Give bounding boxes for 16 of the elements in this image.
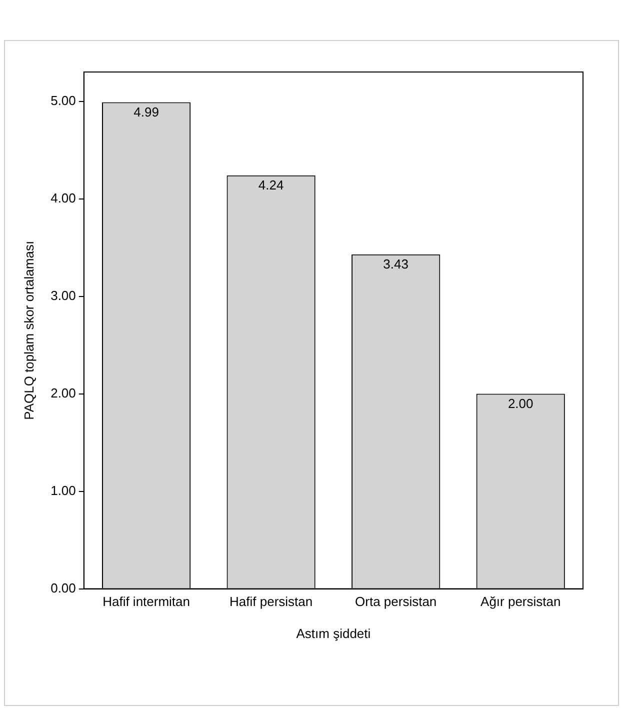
- y-tick-label: 1.00: [50, 482, 76, 498]
- x-tick-label: Ağır persistan: [480, 594, 561, 610]
- y-tick-label: 0.00: [50, 580, 76, 596]
- y-tick-label: 2.00: [50, 385, 76, 400]
- data-label: 4.24: [258, 177, 284, 192]
- y-tick-label: 4.00: [50, 190, 76, 206]
- x-axis-title: Astım şiddeti: [296, 626, 371, 641]
- data-label: 3.43: [383, 256, 408, 272]
- y-tick-label: 5.00: [50, 92, 76, 108]
- data-label: 2.00: [508, 396, 534, 411]
- y-axis-title: PAQLQ toplam skor ortalaması: [21, 240, 36, 420]
- data-label: 4.99: [134, 104, 159, 120]
- y-tick-label: 3.00: [50, 288, 76, 303]
- x-tick-label: Hafif persistan: [230, 594, 313, 610]
- x-tick-label: Hafif intermitan: [102, 594, 190, 610]
- x-tick-label: Orta persistan: [355, 594, 437, 610]
